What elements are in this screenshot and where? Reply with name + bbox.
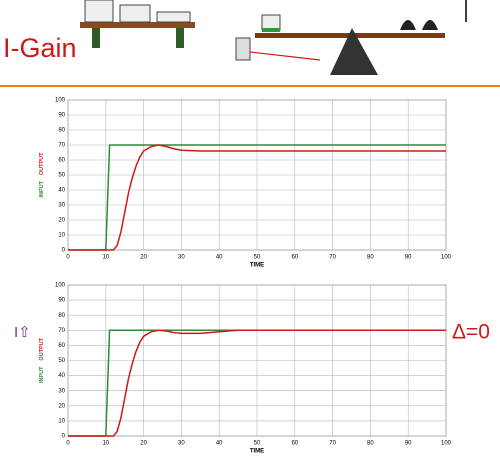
y-tick-label: 70 (58, 328, 65, 334)
x-tick-label: 40 (216, 255, 223, 261)
x-tick-label: 10 (102, 441, 109, 447)
x-tick-label: 70 (329, 255, 336, 261)
y-tick-label: 50 (58, 173, 65, 179)
y-tick-label: 10 (58, 418, 65, 424)
x-tick-label: 100 (441, 441, 452, 447)
y-tick-label: 90 (58, 113, 65, 119)
y-axis-label: INPUT OUTPUT (39, 337, 45, 383)
slide-title: I-Gain (3, 33, 77, 63)
right-note: Δ=0 (452, 321, 490, 344)
y-tick-label: 100 (55, 98, 66, 104)
y-tick-label: 70 (58, 143, 65, 149)
legend-entry: OUTPUT (39, 152, 45, 175)
legend-entry: INPUT (39, 366, 45, 383)
y-tick-label: 0 (62, 434, 66, 440)
y-tick-label: 80 (58, 313, 65, 319)
x-tick-label: 0 (66, 441, 70, 447)
x-tick-label: 80 (367, 255, 374, 261)
y-tick-label: 90 (58, 298, 65, 304)
x-tick-label: 30 (178, 255, 185, 261)
x-tick-label: 20 (140, 255, 147, 261)
x-tick-label: 60 (291, 255, 298, 261)
y-tick-label: 20 (58, 403, 65, 409)
x-axis-label: TIME (250, 449, 264, 455)
y-tick-label: 30 (58, 203, 65, 209)
x-tick-label: 70 (329, 441, 336, 447)
legend-entry: INPUT (39, 180, 45, 197)
x-tick-label: 60 (291, 441, 298, 447)
x-tick-label: 50 (254, 441, 261, 447)
x-tick-label: 40 (216, 441, 223, 447)
x-tick-label: 30 (178, 441, 185, 447)
y-tick-label: 60 (58, 158, 65, 164)
y-tick-label: 0 (62, 248, 66, 254)
y-tick-label: 40 (58, 188, 65, 194)
y-tick-label: 60 (58, 343, 65, 349)
left-note: I⇧ (14, 324, 31, 341)
x-tick-label: 80 (367, 441, 374, 447)
series-line (68, 144, 446, 251)
x-tick-label: 100 (441, 255, 452, 261)
series-line (68, 329, 446, 437)
y-tick-label: 10 (58, 233, 65, 239)
y-axis-label: INPUT OUTPUT (39, 152, 45, 198)
x-axis-label: TIME (250, 263, 264, 269)
x-tick-label: 90 (405, 255, 412, 261)
y-tick-label: 100 (55, 283, 66, 289)
y-tick-label: 20 (58, 218, 65, 224)
y-tick-label: 50 (58, 358, 65, 364)
y-tick-label: 30 (58, 388, 65, 394)
x-tick-label: 50 (254, 255, 261, 261)
x-tick-label: 0 (66, 255, 70, 261)
x-tick-label: 20 (140, 441, 147, 447)
x-tick-label: 10 (102, 255, 109, 261)
legend-entry: OUTPUT (39, 337, 45, 360)
y-tick-label: 40 (58, 373, 65, 379)
header-illustration (0, 0, 500, 87)
y-tick-label: 80 (58, 128, 65, 134)
x-tick-label: 90 (405, 441, 412, 447)
